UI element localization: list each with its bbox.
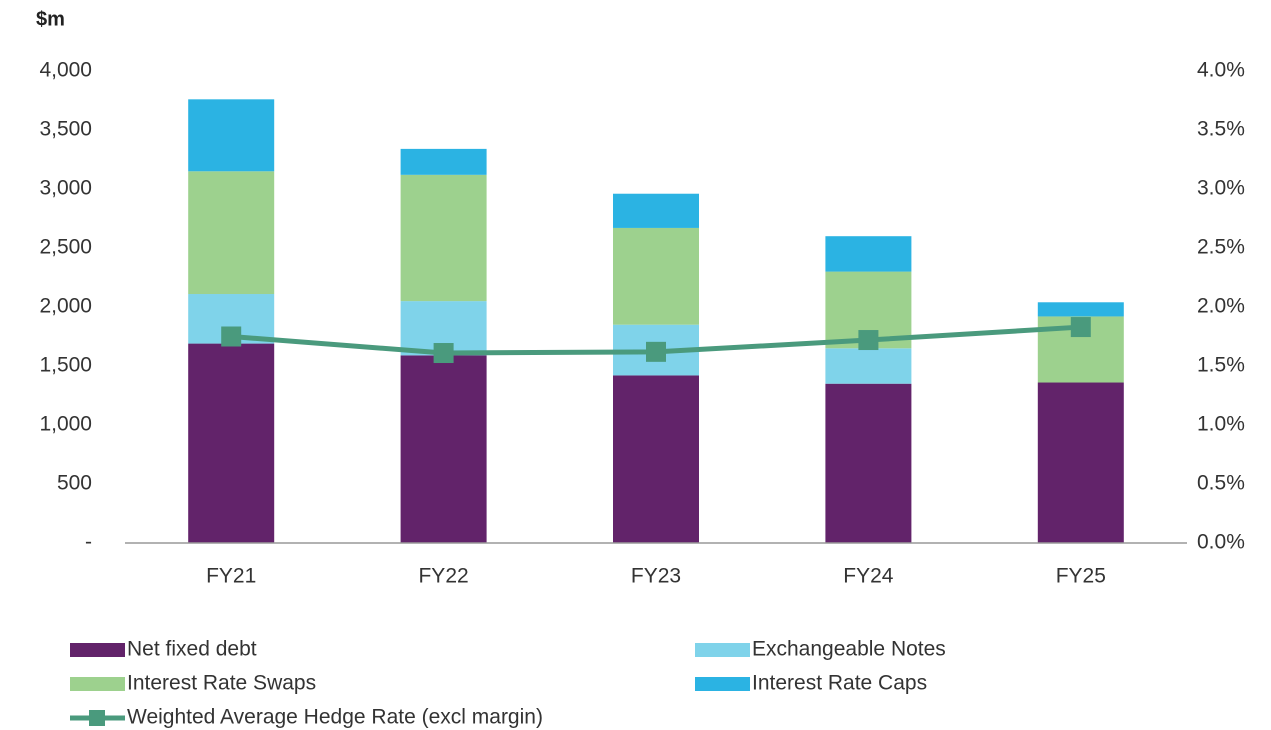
bar-segment <box>613 193 699 228</box>
y2-tick-label: 0.0% <box>1197 531 1245 554</box>
x-tick-label: FY21 <box>206 565 256 588</box>
legend-label: Interest Rate Swaps <box>127 672 316 695</box>
bar-segment <box>825 383 912 543</box>
bar-segment <box>1037 302 1124 317</box>
y2-tick-label: 3.0% <box>1197 177 1245 200</box>
y2-tick-label: 0.5% <box>1197 472 1245 495</box>
legend-label: Weighted Average Hedge Rate (excl margin… <box>127 706 543 729</box>
y-tick-label: 3,500 <box>39 118 92 141</box>
y2-tick-label: 2.0% <box>1197 295 1245 318</box>
legend-label: Interest Rate Caps <box>752 672 927 695</box>
bar-segment <box>188 343 275 543</box>
bar-segment <box>1037 382 1124 543</box>
line-marker <box>646 341 666 362</box>
x-tick-label: FY24 <box>843 565 894 588</box>
bar-segment <box>825 348 912 384</box>
y-tick-label: 500 <box>57 472 92 495</box>
bar-segment <box>400 355 487 543</box>
legend-label: Net fixed debt <box>127 638 257 661</box>
bar-segment <box>613 227 699 325</box>
y-tick-label: - <box>85 531 92 554</box>
bar-segment <box>188 171 275 295</box>
legend-swatch <box>70 677 125 691</box>
y-tick-label: 3,000 <box>39 177 92 200</box>
x-tick-label: FY22 <box>418 565 468 588</box>
y2-tick-label: 4.0% <box>1197 59 1245 82</box>
y2-tick-label: 1.0% <box>1197 413 1245 436</box>
legend-swatch <box>695 643 750 657</box>
y2-tick-label: 3.5% <box>1197 118 1245 141</box>
bar-segment <box>400 174 487 302</box>
y-axis-title: $m <box>36 8 65 30</box>
bar-segment <box>825 236 912 272</box>
legend-label: Exchangeable Notes <box>752 638 946 661</box>
y2-tick-label: 2.5% <box>1197 236 1245 259</box>
y-tick-label: 4,000 <box>39 59 92 82</box>
line-marker <box>858 330 879 351</box>
y-tick-label: 2,000 <box>39 295 92 318</box>
bar-segment <box>613 375 699 543</box>
line-marker <box>1070 317 1091 338</box>
line-marker <box>221 326 242 347</box>
bar-segment <box>188 99 275 172</box>
y-tick-label: 1,500 <box>39 354 92 377</box>
y-tick-label: 1,000 <box>39 413 92 436</box>
legend-marker <box>89 710 105 726</box>
x-tick-label: FY25 <box>1056 565 1106 588</box>
legend-swatch <box>695 677 750 691</box>
y-tick-label: 2,500 <box>39 236 92 259</box>
line-marker <box>433 343 454 364</box>
bar-segment <box>400 148 487 175</box>
legend-swatch <box>70 643 125 657</box>
x-tick-label: FY23 <box>631 565 681 588</box>
y2-tick-label: 1.5% <box>1197 354 1245 377</box>
